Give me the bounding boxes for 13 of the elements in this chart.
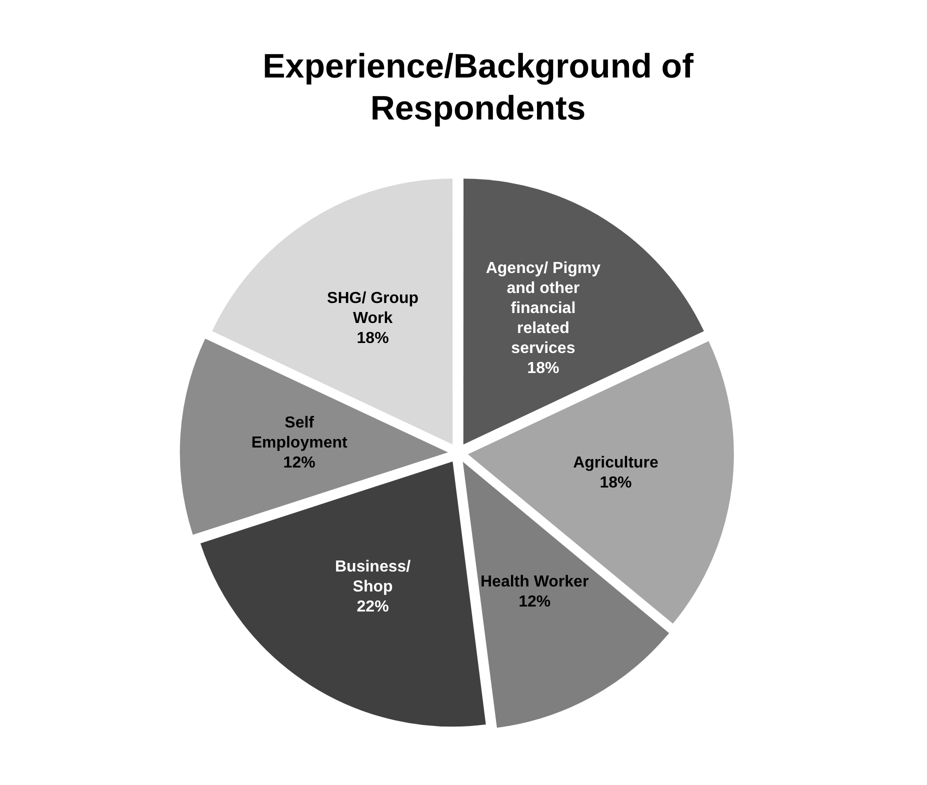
chart-title: Experience/Background of Respondents <box>262 47 694 128</box>
data-label: 12% <box>518 594 551 611</box>
slice-label: Agriculture <box>573 454 659 472</box>
slice-label: Business/ Shop <box>335 558 412 596</box>
slice-label: Self Employment <box>251 414 348 452</box>
data-label: 22% <box>356 598 389 616</box>
slice-label: Health Worker <box>480 574 589 591</box>
data-label: 18% <box>600 474 632 492</box>
data-label: 18% <box>527 360 560 378</box>
data-label: 18% <box>356 330 389 348</box>
data-label: 12% <box>283 454 316 472</box>
slice-label: SHG/ Group Work <box>327 290 419 328</box>
slice-label: Agency/ Pigmy and other financial related services <box>486 260 601 358</box>
